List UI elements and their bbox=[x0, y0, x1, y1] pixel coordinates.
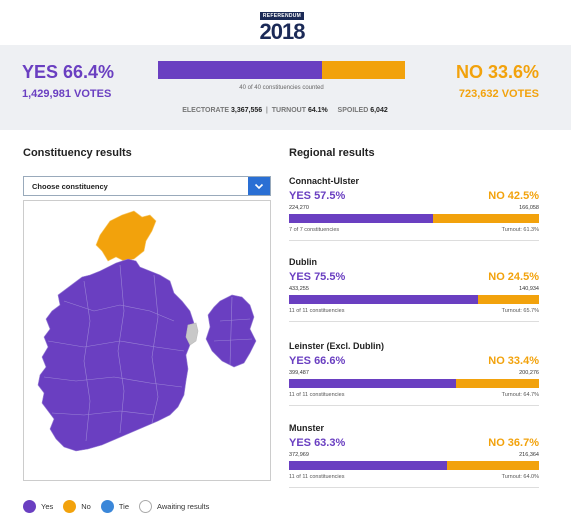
region-no-votes: 200,276 bbox=[519, 370, 539, 376]
map-region-awaiting[interactable] bbox=[185, 322, 199, 346]
regional-heading: Regional results bbox=[289, 147, 375, 159]
region-constituencies: 11 of 11 constituencies bbox=[289, 474, 345, 480]
legend-tie-swatch bbox=[100, 499, 114, 513]
region-result-bar bbox=[289, 295, 539, 304]
region-no-votes: 216,364 bbox=[519, 452, 539, 458]
national-yes-votes: 1,429,981 VOTES bbox=[22, 88, 112, 100]
constituency-select[interactable]: Choose constituency bbox=[23, 176, 271, 196]
region-card: Munster YES 63.3% NO 36.7% 372,969 216,3… bbox=[289, 423, 539, 488]
divider bbox=[289, 321, 539, 322]
region-no-percent: NO 33.4% bbox=[488, 355, 539, 367]
legend-tie-label: Tie bbox=[118, 501, 129, 511]
constituency-select-value: Choose constituency bbox=[32, 182, 108, 191]
legend-no-label: No bbox=[81, 501, 91, 511]
legend-item-tie: Tie bbox=[100, 499, 129, 513]
region-yes-fill bbox=[289, 295, 478, 304]
region-yes-percent: YES 57.5% bbox=[289, 190, 346, 202]
legend-item-no: No bbox=[63, 499, 91, 513]
map-region-donegal[interactable] bbox=[95, 210, 157, 262]
region-yes-votes: 399,487 bbox=[289, 370, 309, 376]
region-name: Connacht-Ulster bbox=[289, 176, 360, 186]
region-constituencies: 7 of 7 constituencies bbox=[289, 227, 340, 233]
region-card: Dublin YES 75.5% NO 24.5% 433,255 140,93… bbox=[289, 257, 539, 322]
divider bbox=[289, 405, 539, 406]
region-result-bar bbox=[289, 214, 539, 223]
legend-yes-swatch bbox=[23, 499, 36, 513]
national-no-votes: 723,632 VOTES bbox=[458, 88, 539, 100]
national-yes-percent: YES 66.4% bbox=[22, 62, 115, 82]
region-no-votes: 140,934 bbox=[519, 286, 539, 292]
national-summary bbox=[0, 45, 571, 130]
spoiled-label: SPOILED bbox=[337, 107, 369, 114]
region-yes-votes: 224,270 bbox=[289, 205, 309, 211]
region-name: Dublin bbox=[289, 257, 317, 267]
region-yes-percent: YES 75.5% bbox=[289, 271, 346, 283]
region-turnout: Turnout: 64.7% bbox=[501, 392, 539, 398]
constituencies-counted: 40 of 40 constituencies counted bbox=[239, 85, 324, 91]
legend-awaiting-swatch bbox=[138, 499, 152, 513]
region-result-bar bbox=[289, 379, 539, 388]
region-no-percent: NO 36.7% bbox=[488, 437, 539, 449]
region-yes-fill bbox=[289, 461, 448, 470]
constituency-map[interactable] bbox=[23, 200, 271, 481]
logo-year: 2018 bbox=[259, 19, 306, 44]
region-yes-fill bbox=[289, 214, 433, 223]
national-result-bar bbox=[158, 61, 405, 79]
divider bbox=[289, 240, 539, 241]
legend-item-yes: Yes bbox=[23, 499, 54, 513]
region-name: Leinster (Excl. Dublin) bbox=[289, 341, 385, 351]
region-card: Leinster (Excl. Dublin) YES 66.6% NO 33.… bbox=[289, 341, 539, 406]
referendum-logo: REFERENDUM 2018 bbox=[254, 4, 310, 44]
electorate-value: 3,367,556 bbox=[231, 107, 263, 114]
region-no-percent: NO 42.5% bbox=[488, 190, 539, 202]
logo-tag: REFERENDUM bbox=[259, 12, 305, 20]
electorate-label: ELECTORATE bbox=[182, 107, 230, 114]
turnout-value: 64.1% bbox=[307, 107, 328, 114]
region-name: Munster bbox=[289, 423, 325, 433]
region-yes-fill bbox=[289, 379, 456, 388]
region-constituencies: 11 of 11 constituencies bbox=[289, 308, 345, 314]
region-yes-votes: 372,969 bbox=[289, 452, 309, 458]
constituency-heading: Constituency results bbox=[23, 147, 132, 159]
legend-item-awaiting: Awaiting results bbox=[138, 499, 210, 513]
region-turnout: Turnout: 64.0% bbox=[501, 474, 539, 480]
region-card: Connacht-Ulster YES 57.5% NO 42.5% 224,2… bbox=[289, 176, 539, 241]
national-stats: ELECTORATE 3,367,556 | TURNOUT 64.1% SPO… bbox=[182, 107, 388, 114]
chevron-down-icon[interactable] bbox=[248, 177, 270, 195]
legend-no-swatch bbox=[63, 499, 77, 513]
region-result-bar bbox=[289, 461, 539, 470]
national-no-percent: NO 33.6% bbox=[455, 62, 539, 82]
region-no-votes: 166,058 bbox=[519, 205, 539, 211]
region-yes-percent: YES 66.6% bbox=[289, 355, 346, 367]
divider bbox=[289, 487, 539, 488]
region-turnout: Turnout: 61.3% bbox=[501, 227, 539, 233]
region-constituencies: 11 of 11 constituencies bbox=[289, 392, 345, 398]
region-yes-votes: 433,255 bbox=[289, 286, 309, 292]
legend-awaiting-label: Awaiting results bbox=[156, 501, 210, 511]
region-turnout: Turnout: 65.7% bbox=[501, 308, 539, 314]
region-yes-percent: YES 63.3% bbox=[289, 437, 346, 449]
legend-yes-label: Yes bbox=[41, 501, 54, 511]
national-yes-fill bbox=[158, 61, 322, 79]
spoiled-value: 6,042 bbox=[370, 107, 388, 114]
region-no-percent: NO 24.5% bbox=[488, 271, 539, 283]
turnout-label: TURNOUT bbox=[271, 107, 306, 114]
map-legend: Yes No Tie Awaiting results bbox=[23, 498, 219, 514]
map-region-main[interactable] bbox=[37, 258, 195, 452]
